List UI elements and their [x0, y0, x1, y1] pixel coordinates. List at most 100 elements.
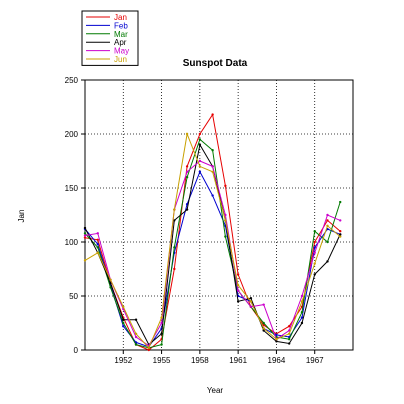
data-point-apr [262, 329, 265, 332]
data-point-may [313, 251, 316, 254]
data-point-mar [326, 240, 329, 244]
data-point-apr [160, 332, 163, 335]
data-point-may [300, 294, 304, 298]
data-point-mar [211, 149, 214, 152]
data-point-jun [83, 259, 87, 262]
legend-label: Jun [114, 55, 127, 64]
data-point-jan [287, 325, 291, 328]
legend-label: Feb [114, 21, 128, 30]
data-point-may [224, 213, 227, 217]
series-lines [83, 113, 342, 352]
data-point-jan [224, 184, 227, 188]
data-point-jan [326, 219, 329, 222]
data-point-mar [173, 246, 176, 249]
data-point-jun [326, 224, 329, 227]
data-point-jun [287, 332, 291, 335]
data-point-mar [134, 343, 138, 346]
data-point-mar [287, 338, 291, 341]
data-point-mar [339, 200, 342, 204]
data-point-mar [300, 311, 304, 314]
legend-label: Mar [114, 30, 128, 39]
data-point-jun [96, 251, 99, 254]
data-point-feb [313, 246, 316, 249]
legend-label: May [114, 47, 129, 56]
plot-frame [84, 79, 354, 351]
data-point-jun [198, 165, 202, 168]
data-point-jun [173, 208, 176, 211]
data-point-jan [339, 230, 342, 233]
data-point-jan [313, 240, 316, 244]
data-point-jun [339, 235, 342, 238]
data-point-mar [96, 246, 99, 249]
data-point-jun [262, 327, 265, 330]
data-point-jun [249, 300, 253, 303]
data-point-feb [275, 333, 278, 337]
data-point-jun [147, 346, 151, 350]
data-point-jun [236, 284, 240, 287]
x-tick-label: 1967 [306, 356, 324, 365]
x-tick-label: 1955 [153, 356, 171, 365]
data-point-mar [198, 138, 202, 141]
data-point-mar [185, 176, 189, 179]
y-tick-label: 200 [65, 130, 79, 139]
data-point-feb [211, 194, 214, 197]
data-point-apr [83, 226, 87, 230]
data-point-feb [122, 325, 125, 328]
x-axis-label: Year [207, 386, 224, 395]
data-point-apr [173, 219, 176, 222]
legend-label: Apr [114, 38, 127, 47]
data-point-mar [109, 286, 112, 289]
data-point-apr [249, 296, 253, 300]
data-point-jun [134, 332, 138, 335]
legend-label: Jan [114, 13, 127, 22]
data-point-apr [198, 143, 202, 146]
y-axis: 0 50 100 150 200 250 [65, 76, 85, 355]
x-tick-label: 1958 [191, 356, 209, 365]
y-axis-label: Jan [17, 210, 26, 223]
data-point-mar [122, 321, 125, 325]
data-point-may [236, 289, 240, 292]
data-point-jun [300, 300, 304, 303]
data-point-apr [185, 208, 189, 211]
data-point-jun [275, 338, 278, 341]
data-point-apr [313, 273, 316, 276]
data-point-may [211, 165, 214, 168]
chart-title: Sunspot Data [183, 58, 248, 69]
data-point-jun [224, 219, 227, 222]
data-point-apr [134, 318, 138, 321]
data-point-may [134, 335, 138, 339]
data-point-jan [262, 323, 265, 327]
data-point-may [198, 159, 202, 163]
x-axis: 1952 1955 1958 1961 1964 1967 [114, 350, 324, 365]
data-point-feb [300, 316, 304, 319]
data-point-jun [185, 132, 189, 136]
data-point-may [185, 170, 189, 173]
data-point-jan [236, 273, 240, 276]
data-point-jun [122, 305, 125, 308]
data-point-apr [339, 233, 342, 236]
data-point-feb [198, 170, 202, 173]
data-point-apr [300, 321, 304, 325]
data-point-may [160, 321, 163, 325]
data-point-mar [83, 232, 87, 235]
data-point-jan [147, 348, 151, 352]
y-tick-label: 150 [65, 184, 79, 193]
y-tick-label: 0 [74, 346, 79, 355]
data-point-jan [211, 113, 214, 116]
data-point-jun [109, 278, 112, 281]
data-point-feb [96, 242, 99, 246]
data-point-apr [236, 300, 240, 303]
data-point-jun [160, 316, 163, 319]
legend-box [81, 10, 139, 66]
x-tick-label: 1961 [229, 356, 247, 365]
data-point-may [83, 234, 87, 237]
data-point-jun [313, 262, 316, 265]
data-point-mar [262, 321, 265, 325]
data-point-may [262, 303, 265, 306]
data-point-mar [313, 230, 316, 233]
y-tick-label: 250 [65, 76, 79, 85]
data-point-jan [83, 236, 87, 239]
data-point-apr [326, 260, 329, 263]
data-point-mar [160, 343, 163, 346]
